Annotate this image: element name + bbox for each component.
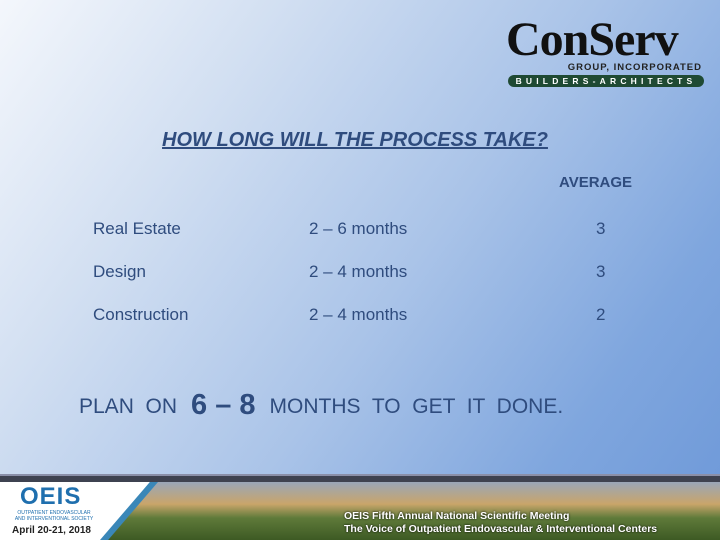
meeting-line-2: The Voice of Outpatient Endovascular & I… [344, 523, 658, 535]
average: 3 [596, 219, 606, 238]
range: 2 – 6 months [309, 219, 408, 238]
plan-suffix: MONTHS TO GET IT DONE. [269, 395, 564, 418]
footer-banner: OEIS OUTPATIENT ENDOVASCULAR AND INTERVE… [0, 482, 720, 540]
range: 2 – 4 months [309, 305, 408, 324]
range: 2 – 4 months [309, 262, 408, 281]
average: 2 [596, 305, 606, 324]
table-row: Design 2 – 4 months 3 [0, 262, 720, 282]
oeis-logo: OEIS [20, 483, 82, 510]
plan-value: 6 – 8 [191, 389, 256, 421]
oeis-org-name: OUTPATIENT ENDOVASCULAR AND INTERVENTION… [14, 510, 94, 522]
phase: Construction [93, 305, 189, 324]
phase: Real Estate [93, 219, 181, 238]
meeting-title: OEIS Fifth Annual National Scientific Me… [344, 510, 657, 536]
meeting-date: April 20-21, 2018 [12, 525, 91, 536]
average-header: AVERAGE [559, 174, 633, 191]
logo-tagline: BUILDERS-ARCHITECTS [508, 75, 704, 87]
meeting-line-1: OEIS Fifth Annual National Scientific Me… [344, 510, 570, 522]
logo-subtitle: GROUP, INCORPORATED [567, 62, 702, 73]
plan-prefix: PLAN ON [79, 395, 178, 418]
plan-statement: PLAN ON 6 – 8 MONTHS TO GET IT DONE. [79, 388, 563, 421]
table-row: Real Estate 2 – 6 months 3 [0, 219, 720, 239]
slide-title: HOW LONG WILL THE PROCESS TAKE? [162, 129, 548, 151]
footer-divider [0, 474, 720, 483]
logo-name: ConServ [506, 13, 679, 66]
table-row: Construction 2 – 4 months 2 [0, 305, 720, 325]
average: 3 [596, 262, 606, 281]
phase: Design [93, 262, 146, 281]
conserv-logo: ConServ GROUP, INCORPORATED BUILDERS-ARC… [506, 13, 706, 88]
